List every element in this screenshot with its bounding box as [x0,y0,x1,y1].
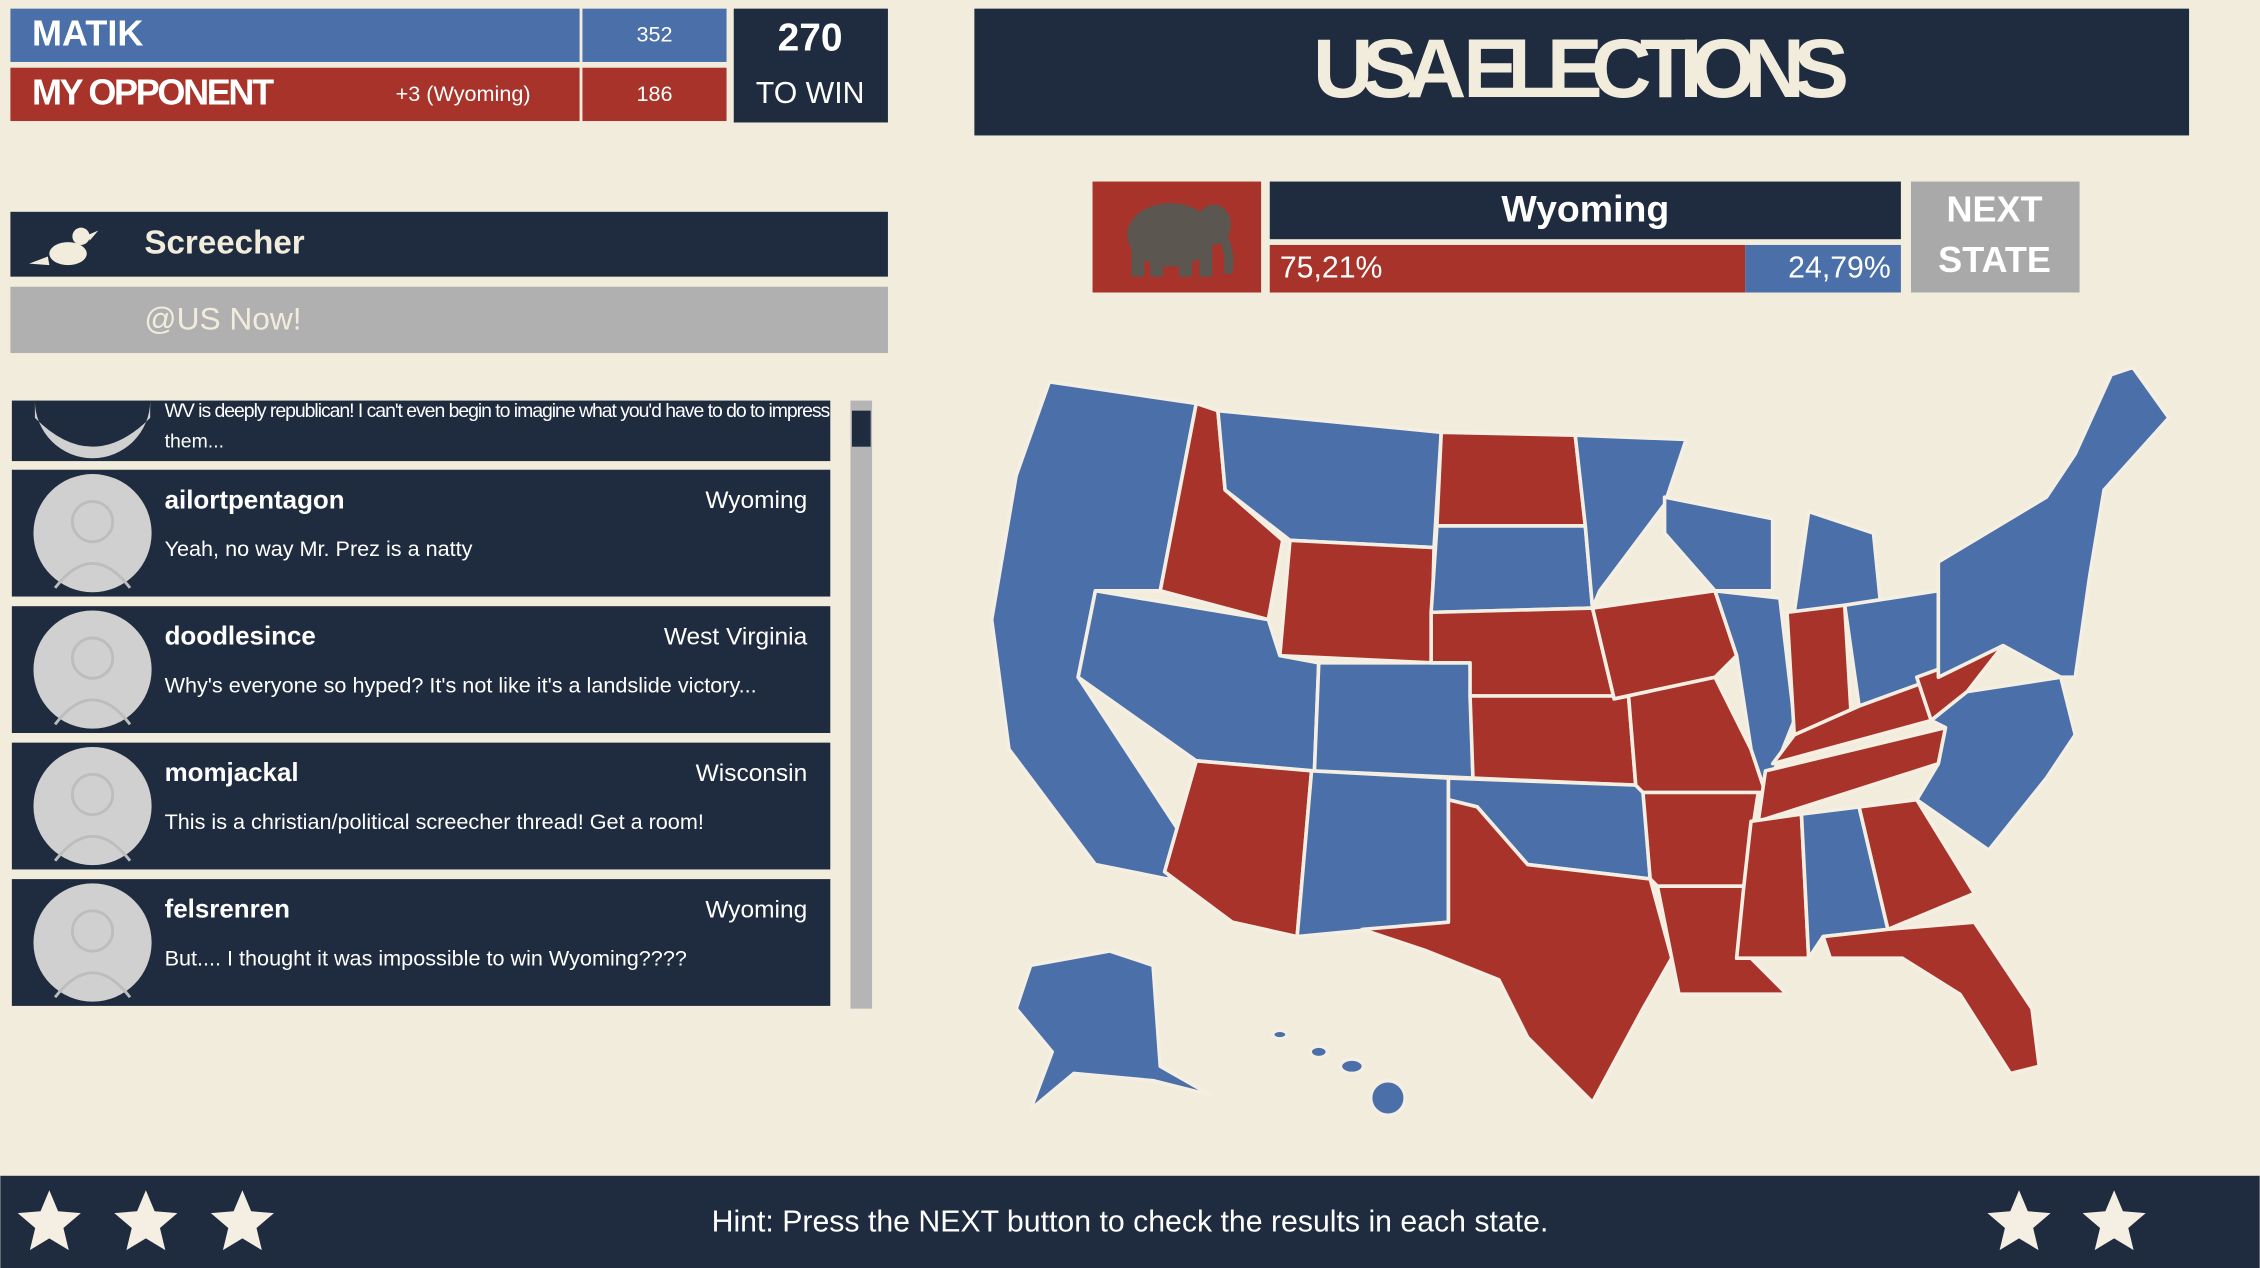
avatar-head [70,772,115,817]
star [114,1190,178,1251]
goal-number: 270 [778,17,843,60]
star [2082,1190,2146,1251]
opponent-score: 186 [636,81,672,106]
post-message: Why's everyone so hyped? It's not like i… [165,673,757,698]
post-location: Wyoming [705,896,807,923]
avatar [33,746,152,866]
post-user: ailortpentagon [165,486,345,514]
avatar-head [70,909,115,953]
channel-bar [10,286,888,354]
avatar-head [70,499,115,544]
post-panel [11,400,831,462]
opponent-note: +3 (Wyoming) [396,81,531,106]
post-message: them... [165,430,224,452]
post-message: Yeah, no way Mr. Prez is a natty [165,536,473,561]
post-user: felsrenren [165,896,290,924]
player-bar [10,8,580,62]
post-location: West Virginia [664,623,808,650]
player-name: MATIK [32,13,143,54]
post: momjackal Wisconsin This is a christian/po… [11,742,831,870]
goal-label: TO WIN [756,77,865,110]
avatar [33,883,152,1002]
post-user: doodlesince [165,623,316,651]
avatar [33,610,152,729]
elephant-icon [1127,203,1234,277]
stars [17,1190,2146,1251]
star [210,1190,274,1251]
post: felsrenren Wyoming But.... I thought it wa… [11,879,831,1006]
next-button-label[interactable]: NEXT [1947,188,2043,229]
feed-header [10,211,888,277]
channel-name: @US Now! [144,301,301,337]
post-location: Wyoming [705,487,807,514]
goal-box [733,8,888,123]
next-button[interactable] [1910,181,2080,293]
player-score-box [582,8,727,62]
avatar-body [53,835,132,862]
avatar [34,400,151,459]
star [17,1190,81,1251]
post-user: momjackal [165,759,299,787]
app-name: Screecher [144,225,304,262]
hint: Hint: Press the NEXT button to check the… [712,1205,1549,1238]
avatar-body [53,698,132,726]
post-message: WV is deeply republican! I can't even be… [165,400,831,422]
blue-share-bar [1745,244,1901,293]
red-share: 75,21% [1280,251,1383,284]
state-name: Wyoming [1501,188,1669,230]
scrollbar[interactable] [850,400,873,1009]
star [1987,1190,2051,1251]
opponent-name: MY OPPONENT [32,72,274,113]
state-bar [1269,181,1901,240]
next-button-label[interactable]: STATE [1938,239,2051,280]
opponent-score-box [582,67,727,122]
post-list: ailortpentagon Wyoming Yeah, no way Mr. Pr… [11,469,831,1006]
scroll-thumb[interactable] [851,410,871,447]
opponent-bar [10,67,580,122]
avatar [33,474,152,593]
avatar-body [53,562,132,589]
avatar-body [53,971,132,999]
footer [0,1175,2260,1268]
title: USA ELECTIONS [1313,21,1849,115]
post-message: But.... I thought it was impossible to w… [165,945,687,970]
bird-icon [29,227,99,266]
post-message: This is a christian/political screecher … [165,809,704,834]
red-share-bar [1269,244,1746,293]
player-score: 352 [636,22,672,47]
post: doodlesince West Virginia Why's everyone s… [11,606,831,733]
post-location: Wisconsin [696,760,808,787]
partial-post: WV is deeply republican! I can't even be… [11,400,831,462]
blue-share: 24,79% [1788,251,1891,284]
title-banner [974,8,2190,136]
us-map [989,365,2171,1118]
avatar-head [70,636,115,680]
post: ailortpentagon Wyoming Yeah, no way Mr. Pr… [11,469,831,597]
